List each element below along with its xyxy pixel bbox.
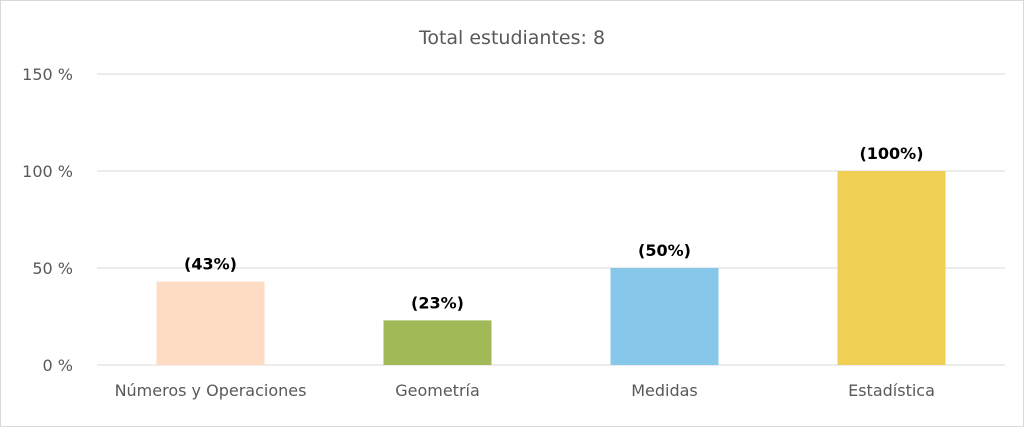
- category-label: Medidas: [631, 381, 698, 400]
- category-label: Números y Operaciones: [115, 381, 307, 400]
- data-label: (43%): [184, 255, 237, 274]
- data-label: (50%): [638, 241, 691, 260]
- data-label: (100%): [859, 144, 923, 163]
- bar: [383, 320, 492, 365]
- category-label: Estadística: [848, 381, 935, 400]
- bar: [156, 281, 265, 365]
- y-tick-label: 150 %: [22, 65, 73, 84]
- bar: [837, 171, 946, 365]
- y-tick-label: 0 %: [43, 356, 73, 375]
- category-label: Geometría: [395, 381, 480, 400]
- data-labels: (43%) (23%) (50%) (100%): [184, 144, 923, 312]
- bars: [156, 171, 946, 365]
- x-axis-categories: Números y Operaciones Geometría Medidas Est…: [115, 381, 935, 400]
- chart-title: Total estudiantes: 8: [418, 27, 605, 49]
- y-axis-ticks: 0 % 50 % 100 % 150 %: [22, 65, 73, 375]
- y-tick-label: 50 %: [32, 259, 73, 278]
- data-label: (23%): [411, 293, 464, 312]
- y-tick-label: 100 %: [22, 162, 73, 181]
- bar: [610, 268, 719, 365]
